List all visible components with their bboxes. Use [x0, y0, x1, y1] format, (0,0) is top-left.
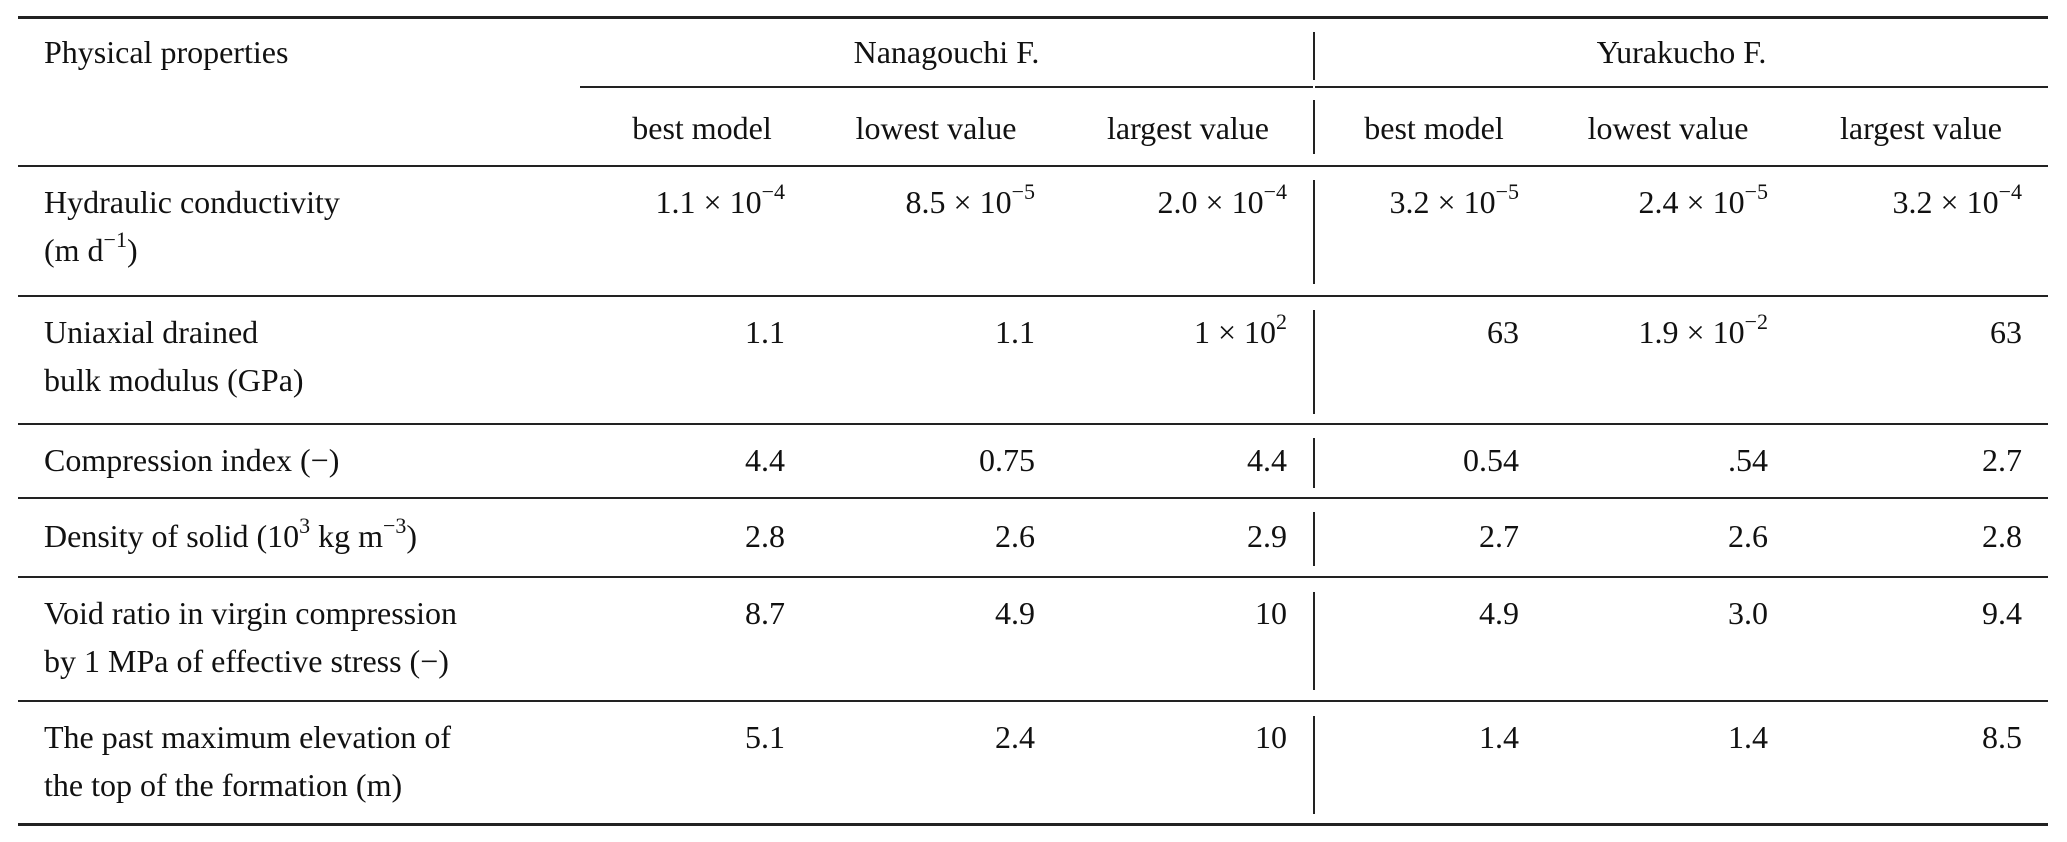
col-header-lowest-value: lowest value: [1587, 110, 1749, 146]
group-divider: [1313, 32, 1315, 80]
value-cell-nanagouchi-largest-value: 4.4: [1247, 442, 1287, 478]
value-cell-yurakucho-lowest-value: 2.6: [1728, 518, 1768, 554]
group-divider: [1313, 310, 1315, 414]
value-cell-yurakucho-largest-value: 2.7: [1982, 442, 2022, 478]
value-cell-yurakucho-largest-value: 63: [1990, 314, 2022, 350]
value-cell-yurakucho-largest-value: 3.2 × 10−4: [1892, 179, 2022, 220]
value-cell-yurakucho-best-model: 1.4: [1479, 719, 1519, 755]
row-rule-4: [18, 576, 2048, 578]
value-cell-yurakucho-lowest-value: 1.9 × 10−2: [1638, 309, 1768, 350]
group-divider: [1313, 438, 1315, 488]
value-cell-yurakucho-lowest-value: 1.4: [1728, 719, 1768, 755]
value-cell-nanagouchi-best-model: 5.1: [745, 719, 785, 755]
value-cell-nanagouchi-best-model: 8.7: [745, 595, 785, 631]
col-header-largest-value: largest value: [1106, 110, 1269, 146]
col-header-largest-value: largest value: [1839, 110, 2002, 146]
value-cell-nanagouchi-largest-value: 1 × 102: [1193, 309, 1287, 350]
value-cell-yurakucho-lowest-value: 2.4 × 10−5: [1638, 179, 1768, 220]
value-cell-nanagouchi-lowest-value: 2.6: [995, 518, 1035, 554]
value-cell-yurakucho-best-model: 3.2 × 10−5: [1389, 179, 1519, 220]
group-divider: [1313, 512, 1315, 566]
value-cell-yurakucho-best-model: 63: [1487, 314, 1519, 350]
value-cell-yurakucho-lowest-value: 3.0: [1728, 595, 1768, 631]
value-cell-nanagouchi-lowest-value: 4.9: [995, 595, 1035, 631]
value-cell-yurakucho-largest-value: 8.5: [1982, 719, 2022, 755]
value-cell-yurakucho-largest-value: 9.4: [1982, 595, 2022, 631]
value-cell-nanagouchi-largest-value: 2.0 × 10−4: [1157, 179, 1287, 220]
value-cell-nanagouchi-largest-value: 10: [1255, 595, 1287, 631]
row-label-past-max-elevation: The past maximum elevation of the top of…: [44, 719, 451, 803]
value-cell-nanagouchi-largest-value: 10: [1255, 719, 1287, 755]
col-header-best-model: best model: [632, 110, 772, 146]
value-cell-yurakucho-best-model: 4.9: [1479, 595, 1519, 631]
stub-header: Physical properties: [44, 34, 289, 70]
value-cell-nanagouchi-best-model: 2.8: [745, 518, 785, 554]
group-header-yurakucho: Yurakucho F.: [1596, 34, 1767, 70]
value-cell-nanagouchi-best-model: 4.4: [745, 442, 785, 478]
row-label-bulk-modulus: Uniaxial drained bulk modulus (GPa): [44, 314, 304, 398]
nanagouchi-cmidrule: [580, 86, 1313, 88]
value-cell-yurakucho-lowest-value: .54: [1728, 442, 1768, 478]
value-cell-yurakucho-largest-value: 2.8: [1982, 518, 2022, 554]
yurakucho-cmidrule: [1315, 86, 2048, 88]
top-rule: [18, 16, 2048, 19]
group-divider: [1313, 592, 1315, 690]
group-divider: [1313, 716, 1315, 814]
row-label-compression-index: Compression index (−): [44, 442, 340, 478]
group-header-nanagouchi: Nanagouchi F.: [853, 34, 1040, 70]
value-cell-nanagouchi-best-model: 1.1: [745, 314, 785, 350]
value-cell-nanagouchi-best-model: 1.1 × 10−4: [655, 179, 785, 220]
row-label-void-ratio: Void ratio in virgin compression by 1 MP…: [44, 595, 458, 679]
col-header-best-model: best model: [1364, 110, 1504, 146]
header-rule: [18, 165, 2048, 167]
value-cell-nanagouchi-lowest-value: 2.4: [995, 719, 1035, 755]
value-cell-nanagouchi-lowest-value: 8.5 × 10−5: [905, 179, 1035, 220]
value-cell-nanagouchi-lowest-value: 1.1: [995, 314, 1035, 350]
value-cell-nanagouchi-largest-value: 2.9: [1247, 518, 1287, 554]
group-divider: [1313, 100, 1315, 154]
row-rule-5: [18, 700, 2048, 702]
col-header-lowest-value: lowest value: [855, 110, 1017, 146]
group-divider: [1313, 180, 1315, 284]
value-cell-yurakucho-best-model: 2.7: [1479, 518, 1519, 554]
value-cell-nanagouchi-lowest-value: 0.75: [979, 442, 1035, 478]
row-rule-3: [18, 497, 2048, 499]
bottom-rule: [18, 823, 2048, 826]
row-rule-2: [18, 423, 2048, 425]
row-label-density-of-solid: Density of solid (103 kg m−3): [44, 513, 418, 554]
value-cell-yurakucho-best-model: 0.54: [1463, 442, 1519, 478]
row-rule-1: [18, 295, 2048, 297]
physical-properties-table: Physical properties Nanagouchi F. Yuraku…: [18, 0, 2048, 842]
row-label-hydraulic-conductivity: Hydraulic conductivity (m d−1): [44, 184, 340, 268]
